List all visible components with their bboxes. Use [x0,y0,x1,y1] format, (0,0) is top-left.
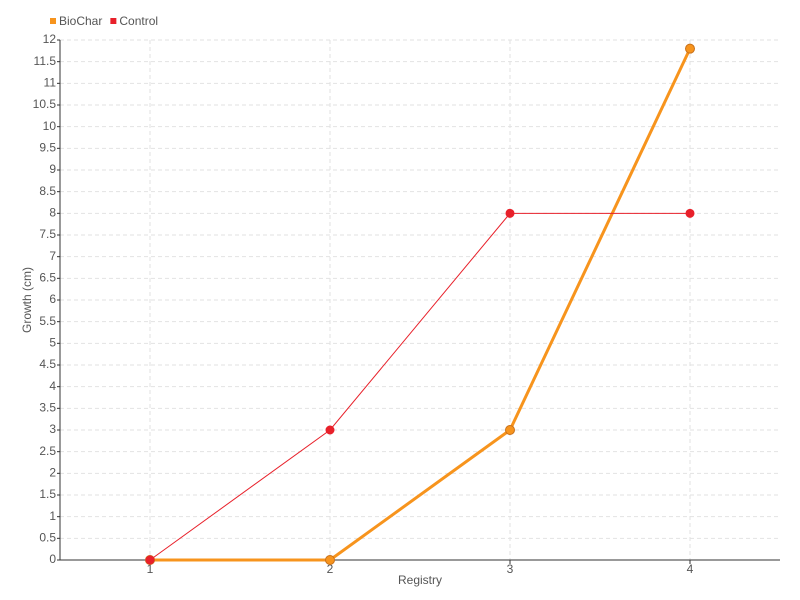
y-tick-label: 0.5 [39,531,56,545]
y-tick-label: 1.5 [39,487,56,501]
x-axis-label: Registry [398,573,442,587]
legend-swatch [110,18,117,24]
y-tick-label: 1 [49,509,56,523]
y-tick-label: 8 [49,206,56,220]
y-tick-label: 10 [43,119,57,133]
legend-label: BioChar [59,14,102,28]
y-tick-label: 2.5 [39,444,56,458]
legend-label: Control [119,14,158,28]
y-tick-label: 2 [49,466,56,480]
series-line [149,212,690,561]
y-tick-label: 11.5 [34,54,57,68]
x-tick-label: 2 [327,562,334,576]
legend-swatch [50,18,56,24]
y-tick-label: 0 [49,552,56,566]
y-tick-label: 3.5 [39,401,56,415]
x-tick-label: 4 [687,562,694,576]
y-tick-label: 5 [49,336,56,350]
y-tick-label: 9.5 [39,141,56,155]
y-tick-label: 9 [49,162,56,176]
y-tick-label: 11 [44,76,57,90]
y-axis-label: Growth (cm) [20,267,34,333]
y-tick-label: 4.5 [39,357,56,371]
series-line [150,48,692,562]
y-tick-label: 3 [49,422,56,436]
data-point [505,208,515,218]
y-tick-label: 4 [49,379,56,393]
data-point [505,425,515,435]
x-tick-label: 3 [507,562,514,576]
y-tick-label: 7.5 [39,227,56,241]
x-tick-label: 1 [147,562,154,576]
data-point [685,208,695,218]
data-point [685,43,695,54]
y-tick-label: 7 [49,249,56,263]
y-tick-label: 12 [43,32,57,46]
y-tick-label: 5.5 [39,314,56,328]
y-tick-label: 8.5 [39,184,56,198]
data-point [325,425,335,435]
y-tick-label: 6.5 [39,271,56,285]
data-point [325,555,335,565]
y-tick-label: 6 [49,292,56,306]
y-tick-label: 10.5 [33,97,57,111]
data-point [145,555,155,565]
